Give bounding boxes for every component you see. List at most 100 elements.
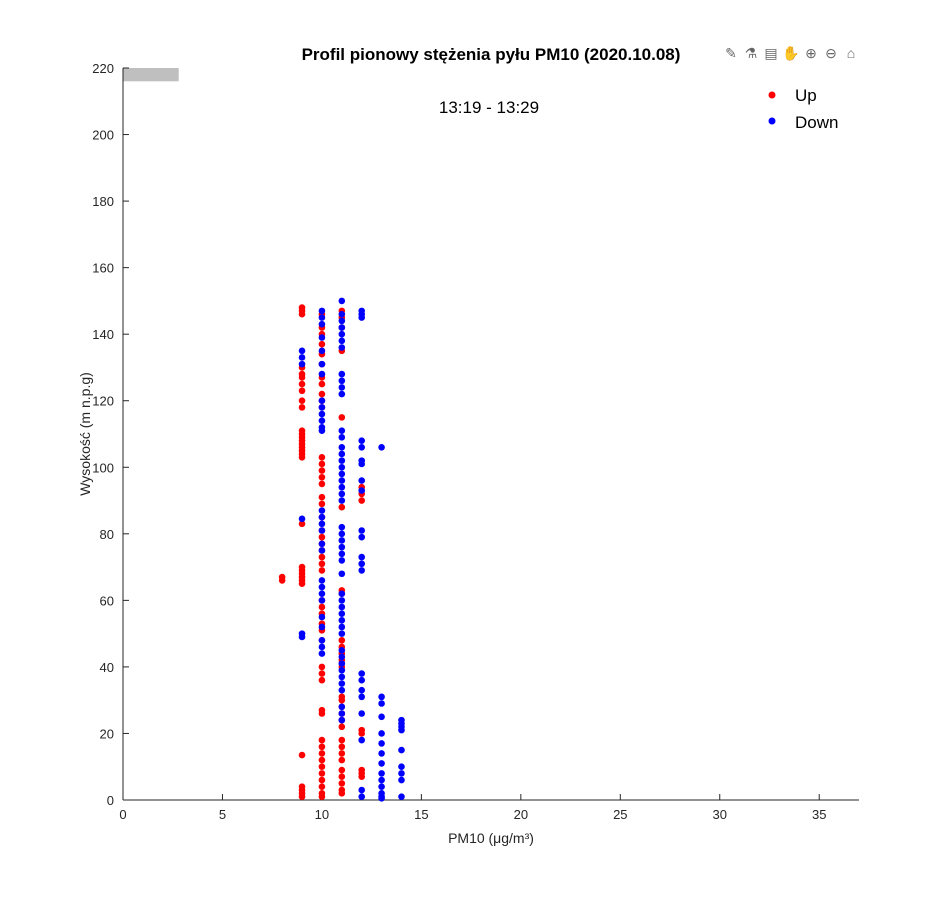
data-point-up (298, 793, 306, 800)
y-tick-label: 220 (92, 61, 114, 76)
y-tick-label: 120 (92, 394, 114, 409)
x-tick-label: 0 (119, 807, 126, 822)
data-point-down (338, 523, 346, 531)
data-point-down (338, 686, 346, 694)
data-point-down (358, 444, 366, 451)
data-point-down (338, 630, 346, 637)
data-point-up (318, 567, 326, 574)
data-point-down (398, 746, 405, 754)
data-point-down (338, 457, 346, 464)
pan-icon[interactable]: ✋ (782, 45, 800, 61)
data-point-up (318, 663, 326, 671)
data-point-down (378, 795, 385, 802)
data-point-down (318, 404, 326, 411)
data-point-up (318, 783, 326, 790)
data-point-down (338, 530, 346, 538)
data-point-down (338, 610, 346, 617)
data-point-up (358, 730, 366, 737)
data-point-down (338, 377, 346, 385)
data-point-down (318, 636, 326, 644)
data-point-down (318, 370, 326, 378)
data-point-up (298, 580, 306, 588)
brush-icon[interactable]: ✎ (725, 45, 737, 61)
data-point-down (318, 410, 326, 418)
data-point-up (318, 676, 326, 684)
data-point-down (378, 444, 385, 451)
data-point-up (318, 390, 326, 398)
y-tick-label: 200 (92, 128, 114, 143)
data-point-down (318, 520, 326, 528)
data-point-down (318, 397, 326, 405)
y-tick-label: 80 (100, 527, 114, 542)
data-point-down (358, 487, 366, 494)
y-tick-label: 180 (92, 194, 114, 209)
chart-subtitle: 13:19 - 13:29 (439, 98, 539, 117)
x-tick-label: 15 (414, 807, 428, 822)
zoom-in-icon[interactable]: ⊕ (805, 45, 817, 61)
data-point-up (298, 374, 306, 381)
data-point-up (338, 773, 346, 781)
legend-label-up: Up (795, 86, 817, 105)
x-tick-label: 25 (613, 807, 627, 822)
data-point-down (358, 527, 366, 534)
home-icon[interactable]: ⌂ (846, 45, 856, 61)
data-point-down (358, 736, 366, 744)
data-point-up (318, 756, 326, 764)
data-point-down (358, 437, 366, 444)
data-point-down (338, 703, 346, 711)
x-tick-label: 30 (713, 807, 727, 822)
data-point-down (318, 513, 326, 521)
data-point-up (318, 340, 326, 348)
data-point-down (338, 660, 346, 667)
data-point-up (338, 696, 346, 704)
data-point-down (318, 307, 326, 315)
data-point-up (318, 380, 326, 388)
data-point-up (318, 603, 326, 611)
y-axis-label: Wysokość (m n.p.g) (77, 372, 93, 496)
data-point-down (338, 570, 346, 578)
data-point-up (338, 736, 346, 744)
data-point-down (338, 646, 346, 654)
data-point-down (358, 670, 366, 677)
data-point-down (338, 317, 346, 325)
data-point-down (318, 650, 326, 657)
data-point-down (358, 460, 366, 468)
data-point-down (398, 793, 405, 800)
data-point-down (318, 540, 326, 548)
data-point-up (338, 750, 346, 757)
x-tick-label: 10 (315, 807, 329, 822)
zoom-out-icon[interactable]: ⊖ (825, 45, 837, 61)
legend-label-down: Down (795, 113, 838, 132)
data-point-down (318, 590, 326, 598)
data-point-down (338, 557, 346, 564)
data-point-up (318, 670, 326, 677)
data-point-down (378, 740, 385, 747)
data-point-up (338, 414, 346, 421)
data-point-down (358, 477, 366, 484)
data-point-up (358, 497, 366, 504)
data-point-down (338, 710, 346, 717)
data-point-down (318, 314, 326, 321)
datacursor-icon[interactable]: ▤ (764, 45, 778, 61)
legend-marker-up (768, 91, 776, 99)
data-point-down (298, 347, 306, 355)
data-point-down (318, 597, 326, 604)
data-point-down (358, 567, 366, 574)
data-point-up (318, 736, 326, 744)
x-axis-label: PM10 (μg/m³) (448, 830, 534, 846)
data-point-down (338, 590, 346, 598)
data-point-down (338, 427, 346, 434)
y-tick-label: 60 (100, 593, 114, 608)
data-point-up (318, 743, 326, 751)
data-tips-icon[interactable]: ⚗ (744, 45, 758, 61)
data-point-down (378, 693, 385, 701)
data-point-up (298, 397, 306, 405)
data-point-down (318, 583, 326, 591)
y-tick-label: 20 (100, 726, 114, 741)
data-point-up (318, 776, 326, 784)
x-tick-label: 20 (514, 807, 528, 822)
data-point-down (338, 716, 346, 724)
axes-toolbar: ✎ ⚗ ▤ ✋ ⊕ ⊖ ⌂ (722, 44, 860, 62)
data-point-up (278, 573, 286, 581)
